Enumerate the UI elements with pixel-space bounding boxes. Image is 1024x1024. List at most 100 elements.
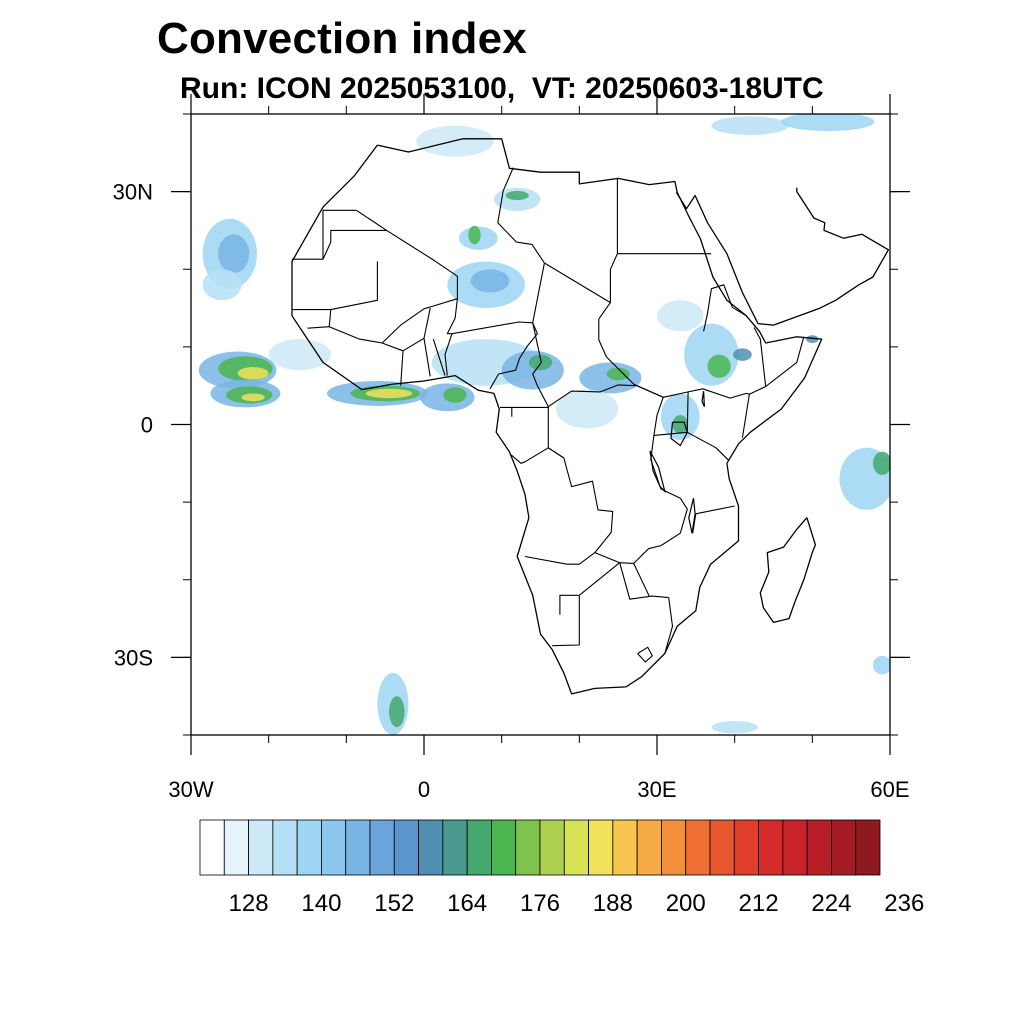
- colorbar-box: [393, 819, 419, 876]
- colorbar-box: [248, 819, 274, 876]
- convection-field-layer: [198, 114, 890, 735]
- country-border: [489, 322, 538, 390]
- lake-outline-layer: [649, 391, 705, 534]
- lake-outline: [649, 450, 666, 494]
- colorbar-box: [539, 819, 565, 876]
- country-border: [524, 322, 614, 565]
- country-border: [292, 209, 357, 260]
- colorbar-box: [199, 819, 225, 876]
- colorbar-box: [612, 819, 638, 876]
- colorbar-label: 212: [739, 890, 779, 917]
- colorbar-label: 164: [447, 890, 487, 917]
- coastline: [759, 517, 817, 624]
- colorbar-box: [758, 819, 784, 876]
- convection-cell: [657, 300, 704, 332]
- country-border: [322, 229, 387, 260]
- country-border: [552, 595, 580, 647]
- country-border: [510, 447, 565, 464]
- convection-cell: [806, 335, 819, 343]
- convection-cell: [556, 389, 619, 429]
- colorbar-box: [369, 819, 395, 876]
- colorbar-box: [806, 819, 832, 876]
- country-border: [328, 261, 431, 352]
- convection-cell: [389, 696, 405, 728]
- convection-cell: [470, 269, 510, 293]
- colorbar-box: [733, 819, 759, 876]
- colorbar-label: 140: [301, 890, 341, 917]
- colorbar: 128 140 152 164 176 188 200 212 224 236: [199, 819, 924, 917]
- colorbar-box: [855, 819, 881, 876]
- country-border: [692, 505, 735, 534]
- lake-outline: [670, 421, 688, 447]
- colorbar-box: [709, 819, 735, 876]
- convection-cell: [733, 348, 752, 361]
- colorbar-box: [831, 819, 857, 876]
- colorbar-box: [563, 819, 589, 876]
- colorbar-label: 176: [520, 890, 560, 917]
- colorbar-box: [321, 819, 347, 876]
- colorbar-label: 236: [884, 890, 924, 917]
- country-border: [423, 338, 431, 377]
- colorbar-box: [661, 819, 687, 876]
- country-border: [617, 253, 712, 255]
- colorbar-label: 152: [374, 890, 414, 917]
- country-border: [633, 563, 650, 597]
- country-border-layer: [292, 167, 805, 663]
- country-border: [432, 338, 446, 376]
- lake-outline: [688, 498, 696, 534]
- convection-cell: [606, 367, 630, 381]
- map-frame: [190, 113, 891, 736]
- country-border: [444, 333, 453, 376]
- country-border: [703, 284, 747, 332]
- convection-cell: [672, 415, 689, 434]
- lake-outline: [701, 391, 705, 407]
- colorbar-box: [466, 819, 492, 876]
- country-border: [400, 350, 404, 386]
- axis-ticks: 30W 0 30E 60E 30N 0 30S: [113, 94, 910, 802]
- chart-subtitle: Run: ICON 2025053100, VT: 20250603-18UTC: [180, 72, 824, 105]
- convection-cell: [443, 387, 467, 403]
- colorbar-box: [491, 819, 517, 876]
- convection-cell: [711, 116, 790, 135]
- convection-cell: [711, 721, 758, 734]
- convection-cell: [505, 190, 529, 201]
- lon-tick-label: 60E: [870, 777, 909, 802]
- colorbar-box: [442, 819, 468, 876]
- country-border: [307, 326, 330, 329]
- colorbar-label: 128: [229, 890, 269, 917]
- colorbar-label: 188: [593, 890, 633, 917]
- lon-tick-label: 30W: [168, 777, 213, 802]
- country-border: [686, 391, 689, 433]
- convection-cell: [468, 225, 481, 245]
- country-border: [559, 594, 579, 615]
- country-border: [544, 178, 618, 304]
- lat-tick-label: 30N: [113, 180, 153, 205]
- country-border: [741, 394, 750, 438]
- lat-tick-label: 0: [141, 413, 153, 438]
- country-border: [446, 167, 545, 335]
- convection-cell: [684, 323, 739, 386]
- colorbar-box: [636, 819, 662, 876]
- lon-tick-label: 0: [418, 777, 430, 802]
- colorbar-box: [345, 819, 371, 876]
- country-border: [653, 431, 729, 461]
- coastline-layer: [291, 138, 890, 695]
- convection-cell: [268, 339, 331, 371]
- convection-cell: [781, 114, 875, 132]
- convection-cell: [707, 354, 731, 378]
- country-border: [637, 646, 653, 663]
- convection-cell: [218, 234, 250, 274]
- convection-cell: [365, 388, 413, 399]
- colorbar-box: [418, 819, 444, 876]
- colorbar-box: [588, 819, 614, 876]
- colorbar-box: [223, 819, 249, 876]
- convection-cell: [237, 367, 269, 380]
- lon-tick-label: 30E: [637, 777, 676, 802]
- country-border: [664, 597, 674, 654]
- country-border: [547, 384, 688, 564]
- colorbar-box: [515, 819, 541, 876]
- colorbar-label: 200: [666, 890, 706, 917]
- convection-cell: [872, 451, 890, 475]
- chart-title: Convection index: [157, 14, 527, 63]
